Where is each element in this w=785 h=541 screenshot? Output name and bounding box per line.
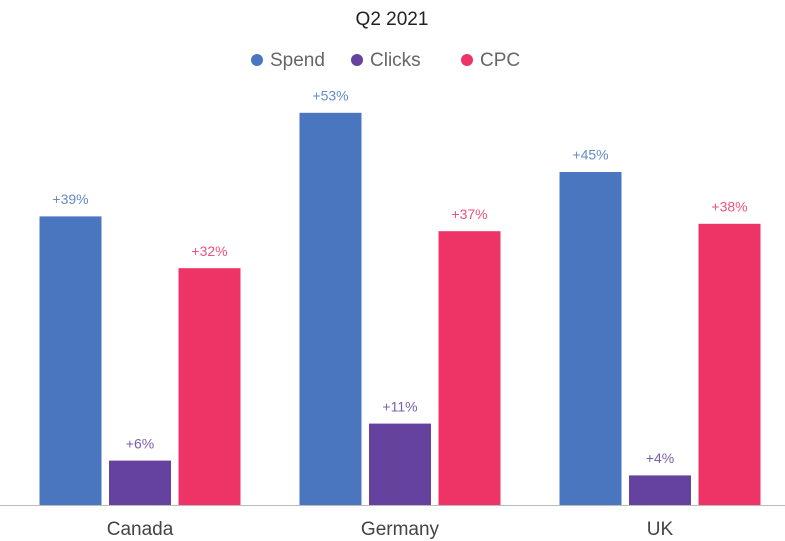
data-label: +53% (312, 88, 348, 104)
bar (629, 475, 691, 505)
data-label: +32% (191, 243, 227, 259)
legend-label: Clicks (370, 50, 421, 71)
x-tick-label: Germany (361, 519, 440, 540)
data-label: +4% (646, 450, 674, 466)
bar (109, 460, 171, 505)
bar (369, 423, 431, 505)
bar (438, 231, 501, 505)
data-label: +39% (52, 191, 88, 207)
data-label: +38% (711, 199, 747, 215)
legend-marker (351, 54, 363, 66)
bar (559, 172, 622, 505)
legend-label: Spend (270, 50, 325, 71)
legend-label: CPC (480, 50, 520, 71)
bar (178, 268, 241, 505)
x-tick-label: Canada (107, 519, 174, 540)
data-label: +45% (572, 147, 608, 163)
legend-marker (461, 54, 473, 66)
data-label: +11% (382, 398, 417, 414)
chart-title: Q2 2021 (356, 9, 429, 30)
bar (39, 216, 102, 505)
data-label: +6% (126, 435, 154, 451)
data-label: +37% (451, 206, 487, 222)
bar (299, 112, 362, 506)
x-tick-label: UK (647, 519, 674, 540)
legend-marker (251, 54, 263, 66)
bar (698, 223, 761, 506)
